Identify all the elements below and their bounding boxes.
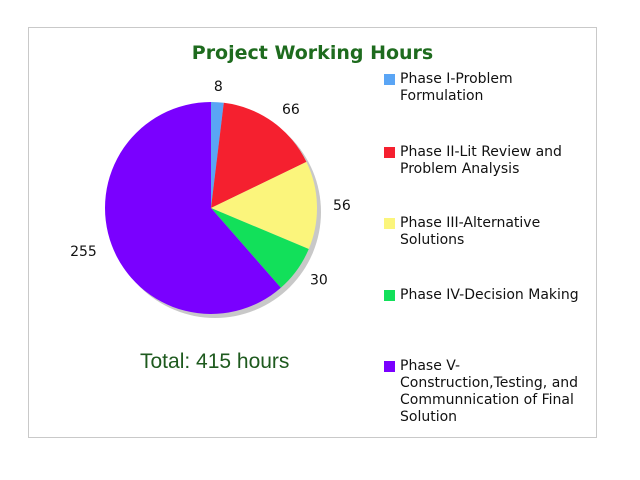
pie-value-labels: 8 66 56 30 255 xyxy=(70,79,351,288)
pie-slice-phase-2 xyxy=(211,102,307,208)
chart-title: Project Working Hours xyxy=(191,42,434,64)
legend-swatch-phase-2 xyxy=(384,147,395,158)
legend-swatch-phase-3 xyxy=(384,218,395,229)
legend-label-phase-2: Phase II-Lit Review and Problem Analysis xyxy=(400,144,562,177)
legend-label-phase-1: Phase I-Problem Formulation xyxy=(400,71,513,104)
pie-value-label-phase-2: 66 xyxy=(282,102,300,118)
pie-value-label-phase-1: 8 xyxy=(214,79,223,95)
total-annotation: Total: 415 hours xyxy=(140,350,290,373)
pie-slice-phase-1 xyxy=(211,102,224,208)
legend-label-phase-3: Phase III-Alternative Solutions xyxy=(400,215,541,248)
legend-swatch-phase-5 xyxy=(384,361,395,372)
pie-slices xyxy=(105,102,318,314)
pie-slice-phase-3 xyxy=(211,161,318,250)
pie-slice-phase-5 xyxy=(105,102,281,314)
pie-value-label-phase-4: 30 xyxy=(310,272,328,288)
legend-swatch-phase-4 xyxy=(384,290,395,301)
legend-label-phase-4: Phase IV-Decision Making xyxy=(400,287,579,303)
legend-label-phase-5: Phase V-Construction,Testing, and Commun… xyxy=(400,358,579,425)
pie-slice-phase-4 xyxy=(211,208,309,288)
pie-value-label-phase-5: 255 xyxy=(70,244,97,260)
pie-value-label-phase-3: 56 xyxy=(333,198,351,214)
legend-swatch-phase-1 xyxy=(384,74,395,85)
